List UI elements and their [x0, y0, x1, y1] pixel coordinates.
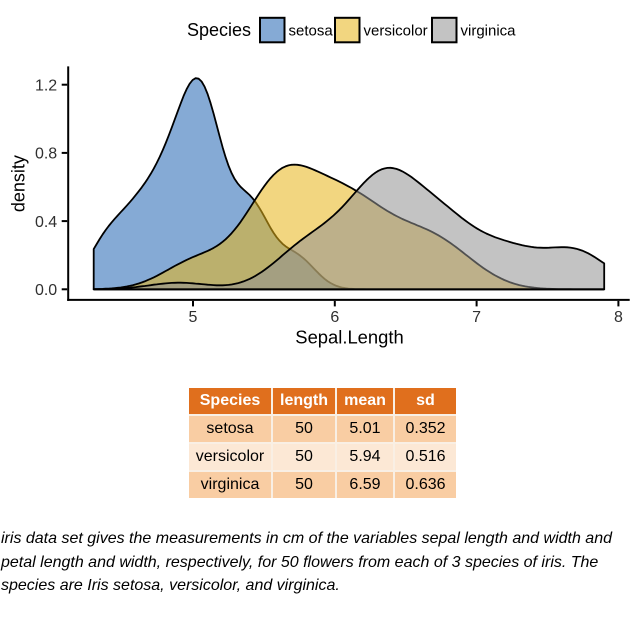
- svg-text:8: 8: [614, 309, 623, 326]
- svg-text:5: 5: [189, 309, 198, 326]
- svg-text:virginica: virginica: [461, 23, 517, 40]
- svg-text:setosa: setosa: [289, 23, 334, 40]
- svg-text:1.2: 1.2: [35, 78, 57, 95]
- svg-text:0.8: 0.8: [35, 146, 57, 163]
- svg-text:7: 7: [472, 309, 481, 326]
- svg-text:density: density: [9, 155, 29, 212]
- svg-text:Sepal.Length: Sepal.Length: [295, 327, 403, 348]
- svg-text:Species: Species: [187, 20, 251, 40]
- svg-text:0.0: 0.0: [35, 282, 57, 299]
- svg-text:versicolor: versicolor: [364, 23, 428, 40]
- svg-text:0.4: 0.4: [35, 214, 57, 231]
- svg-text:6: 6: [330, 309, 339, 326]
